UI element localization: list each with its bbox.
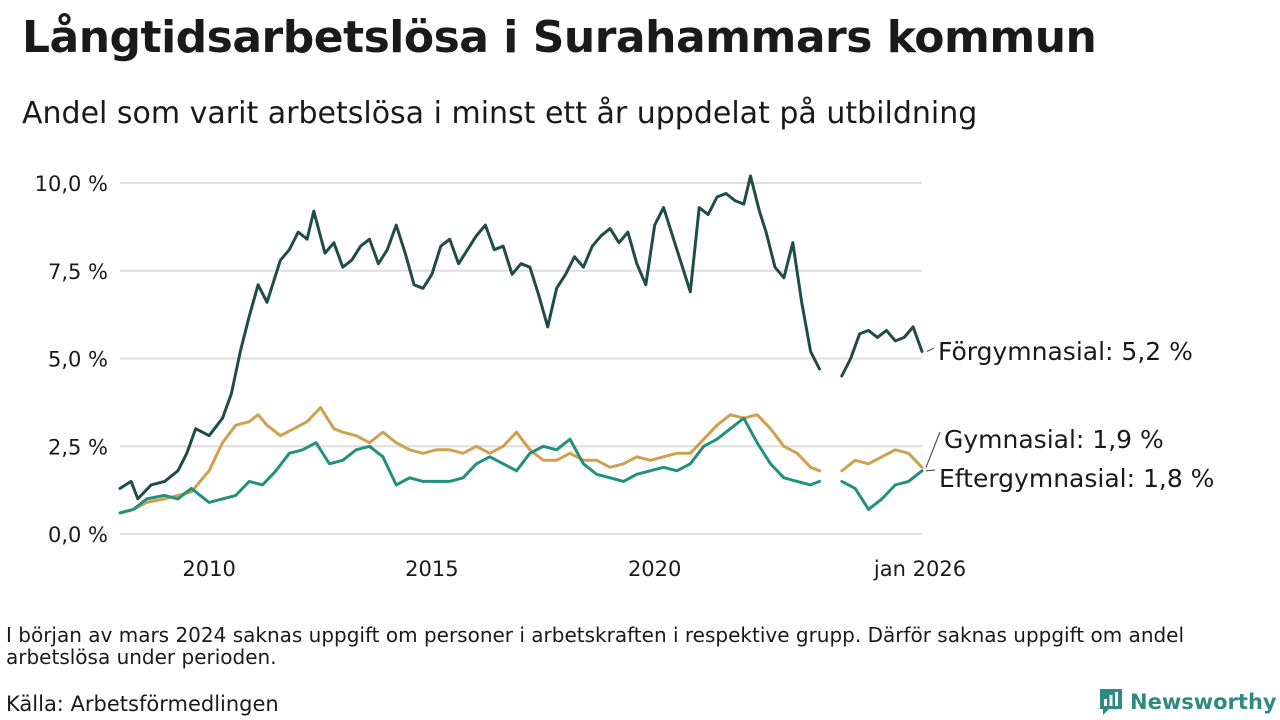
series-end-labels: Förgymnasial: 5,2 % Gymnasial: 1,9 % Efter… xyxy=(925,337,1214,493)
y-tick-label: 7,5 % xyxy=(48,260,108,284)
label-leader-line xyxy=(925,469,936,472)
series-end-label: Förgymnasial: 5,2 % xyxy=(938,337,1193,366)
series-lines xyxy=(118,174,924,515)
y-tick-label: 5,0 % xyxy=(48,348,108,372)
chart-subtitle: Andel som varit arbetslösa i minst ett å… xyxy=(22,96,978,131)
y-axis-labels: 0,0 % 2,5 % 5,0 % 7,5 % 10,0 % xyxy=(35,172,108,547)
line-chart: 0,0 % 2,5 % 5,0 % 7,5 % 10,0 % 2010 2015 2020 j… xyxy=(35,172,1215,581)
gridlines xyxy=(120,182,922,535)
x-tick-label: 2010 xyxy=(182,557,235,581)
series-end-label: Gymnasial: 1,9 % xyxy=(944,425,1164,454)
chart-title: Långtidsarbetslösa i Surahammars kommun xyxy=(22,12,1097,63)
y-tick-label: 0,0 % xyxy=(48,523,108,547)
x-tick-label: 2015 xyxy=(405,557,458,581)
series-line xyxy=(118,416,821,515)
x-tick-label: 2020 xyxy=(628,557,681,581)
x-axis-labels: 2010 2015 2020 jan 2026 xyxy=(182,557,966,581)
series-line xyxy=(118,174,821,501)
x-tick-label: jan 2026 xyxy=(873,557,966,581)
footnote: I början av mars 2024 saknas uppgift om … xyxy=(6,623,1185,669)
y-tick-label: 2,5 % xyxy=(48,435,108,459)
series-end-label: Eftergymnasial: 1,8 % xyxy=(939,464,1214,493)
newsworthy-logo-icon xyxy=(1100,689,1122,715)
brand-name: Newsworthy xyxy=(1130,690,1277,714)
y-tick-label: 10,0 % xyxy=(35,172,108,196)
label-leader-line xyxy=(926,347,935,353)
series-line xyxy=(118,406,821,515)
source-label: Källa: Arbetsförmedlingen xyxy=(6,692,279,716)
series-line xyxy=(840,448,924,473)
brand-logo: Newsworthy xyxy=(1098,686,1277,718)
series-line xyxy=(840,325,924,378)
series-line xyxy=(840,469,924,511)
label-leader-line xyxy=(925,431,941,468)
